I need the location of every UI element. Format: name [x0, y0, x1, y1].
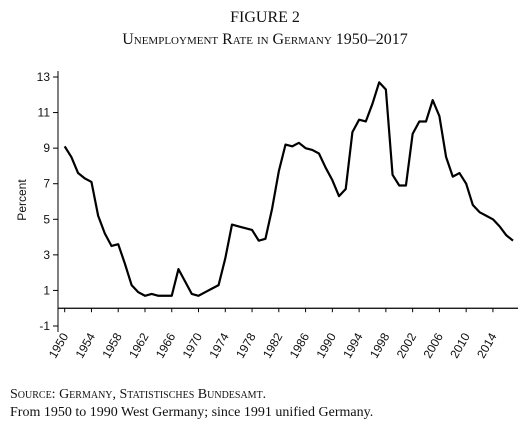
note: From 1950 to 1990 West Germany; since 19…	[10, 405, 373, 420]
x-tick-label: 2014	[474, 330, 500, 360]
x-tick-label: 1966	[153, 330, 179, 360]
y-tick-label: 1	[43, 283, 50, 297]
x-tick-label: 1994	[340, 330, 366, 360]
y-tick-label: -1	[39, 319, 50, 333]
x-tick-label: 1986	[287, 330, 313, 360]
chart-subtitle: Unemployment Rate in Germany 1950–2017	[122, 31, 408, 48]
x-tick-label: 1958	[99, 330, 125, 360]
x-tick-label: 1974	[206, 330, 232, 360]
y-tick-label: 5	[43, 212, 50, 226]
x-tick-label: 2006	[421, 330, 447, 360]
x-tick-label: 1978	[233, 330, 259, 360]
source: Source: Germany, Statistisches Bundesamt…	[10, 387, 266, 402]
x-tick-label: 1998	[367, 330, 393, 360]
chart-title: FIGURE 2	[230, 9, 300, 26]
x-tick-label: 1990	[313, 330, 339, 360]
y-tick-label: 11	[38, 106, 51, 120]
x-tick-label: 1962	[126, 330, 152, 360]
x-tick-label: 1954	[73, 330, 99, 360]
x-tick-label: 2010	[447, 330, 473, 360]
y-tick-label: 7	[43, 177, 50, 191]
x-tick-label: 1970	[180, 330, 206, 360]
y-tick-label: 13	[37, 70, 51, 84]
y-tick-label: 9	[43, 141, 50, 155]
y-axis-label: Percent	[15, 179, 29, 221]
y-tick-label: 3	[43, 248, 50, 262]
data-line	[63, 81, 514, 297]
x-tick-label: 1950	[46, 330, 72, 360]
x-tick-label: 2002	[394, 330, 420, 360]
x-tick-label: 1982	[260, 330, 286, 360]
